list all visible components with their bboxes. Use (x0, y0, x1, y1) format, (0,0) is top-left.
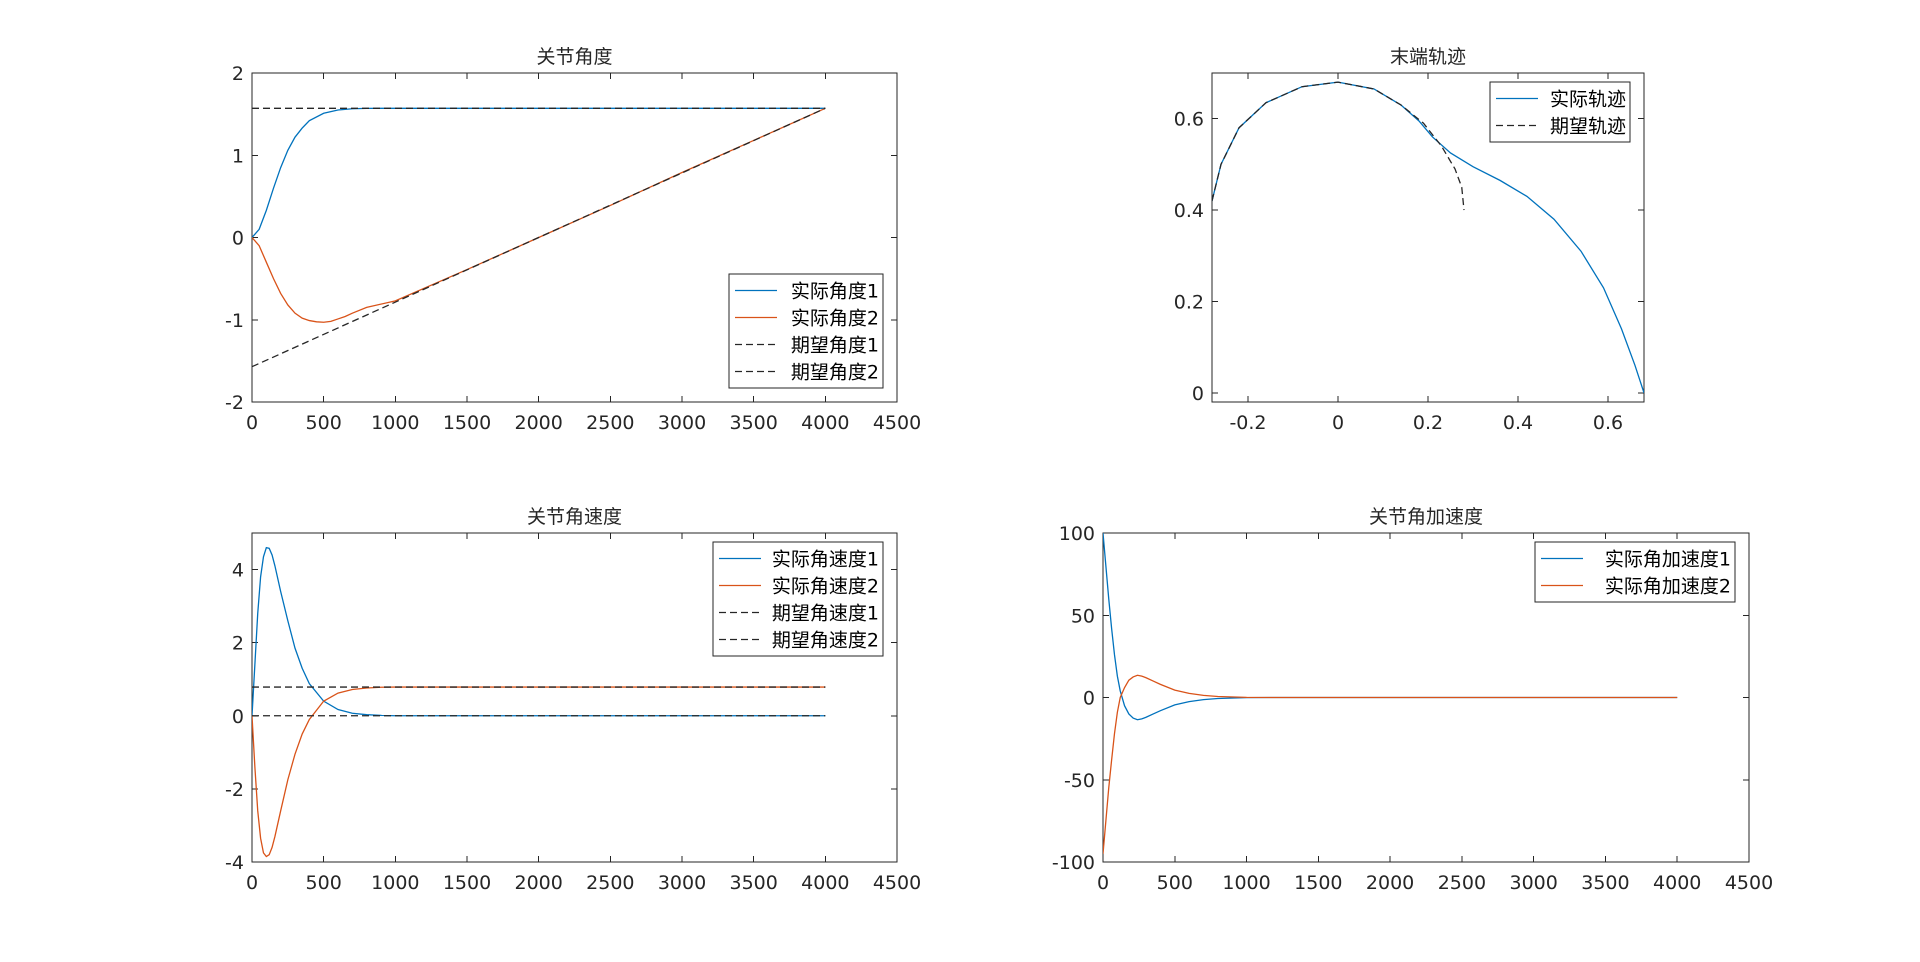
legend-label: 期望角度2 (791, 362, 879, 384)
x-tick-label: -0.2 (1229, 412, 1266, 434)
x-tick-label: 1000 (1222, 872, 1270, 894)
legend-box (728, 273, 884, 389)
series-line-2 (1212, 81, 1465, 211)
x-tick-label: 1000 (371, 872, 419, 894)
x-tick-label: 0.6 (1593, 412, 1623, 434)
x-tick-label: 4500 (873, 872, 921, 894)
y-tick-label: -2 (225, 392, 244, 414)
y-tick-label: 50 (1071, 605, 1095, 627)
y-tick-label: 0 (1192, 383, 1204, 405)
y-tick-label: 0 (1083, 688, 1095, 710)
chart-title: 关节角度 (536, 46, 612, 68)
series-line-2 (1103, 674, 1678, 854)
x-tick-label: 500 (306, 872, 342, 894)
y-tick-label: 1 (232, 145, 244, 167)
x-tick-label: 3000 (1509, 872, 1557, 894)
x-tick-label: 1500 (443, 412, 491, 434)
axes-box (251, 532, 898, 863)
series-line-2 (252, 107, 826, 323)
x-tick-label: 3000 (658, 872, 706, 894)
x-tick-label: 2500 (1438, 872, 1486, 894)
y-tick-label: 0.2 (1174, 291, 1204, 313)
legend-label: 实际角度2 (791, 308, 879, 330)
y-tick-label: 4 (232, 560, 244, 582)
legend-label: 期望角度1 (791, 335, 879, 357)
legend-label: 实际角速度1 (772, 549, 879, 571)
x-tick-label: 3000 (658, 412, 706, 434)
series-group (1212, 81, 1644, 394)
series-line-2 (252, 686, 826, 858)
y-tick-label: 0 (232, 706, 244, 728)
legend-label: 期望角速度2 (772, 630, 879, 652)
legend-label: 实际角加速度2 (1605, 576, 1731, 598)
legend-box (712, 541, 884, 657)
x-tick-label: 4500 (873, 412, 921, 434)
chart-title: 关节角速度 (527, 506, 622, 528)
y-tick-label: 2 (232, 633, 244, 655)
y-tick-label: 2 (232, 63, 244, 85)
y-tick-label: 0.6 (1174, 109, 1204, 131)
y-tick-label: 0 (232, 228, 244, 250)
x-tick-label: 2000 (1366, 872, 1414, 894)
legend: 实际角速度1 实际角速度2 期望角速度1 期望角速度2 (712, 541, 884, 657)
y-tick-label: -4 (225, 852, 244, 874)
x-tick-label: 2000 (514, 872, 562, 894)
x-tick-label: 4000 (801, 412, 849, 434)
x-tick-label: 0.4 (1503, 412, 1533, 434)
series-group (252, 107, 826, 368)
y-tick-label: 100 (1059, 523, 1095, 545)
x-tick-label: 2500 (586, 412, 634, 434)
legend-label: 实际角速度2 (772, 576, 879, 598)
x-tick-label: 1500 (1294, 872, 1342, 894)
chart-3: 关节角速度 0 500 1000 1500 2000 2500 3000 3500 4000 450… (225, 506, 921, 894)
x-tick-label: 0 (1097, 872, 1109, 894)
y-tick-label: -2 (225, 779, 244, 801)
series-group (252, 546, 826, 858)
chart-title: 关节角加速度 (1369, 506, 1483, 528)
x-tick-label: 0 (1332, 412, 1344, 434)
x-tick-label: 500 (306, 412, 342, 434)
series-line-1 (1103, 533, 1678, 721)
x-tick-label: 3500 (1581, 872, 1629, 894)
legend-label: 实际轨迹 (1550, 89, 1626, 111)
y-tick-label: -1 (225, 310, 244, 332)
x-tick-label: 3500 (729, 872, 777, 894)
chart-title: 末端轨迹 (1390, 46, 1466, 68)
x-tick-label: 4000 (1653, 872, 1701, 894)
legend-label: 期望轨迹 (1550, 116, 1626, 138)
x-tick-label: 1000 (371, 412, 419, 434)
x-tick-label: 3500 (729, 412, 777, 434)
x-tick-label: 0.2 (1413, 412, 1443, 434)
series-group (1103, 533, 1678, 854)
legend-box (1489, 81, 1631, 143)
x-tick-label: 4000 (801, 872, 849, 894)
series-line-4 (252, 107, 826, 368)
y-tick-label: -100 (1052, 852, 1095, 874)
legend: 实际角加速度1 实际角加速度2 (1534, 541, 1736, 603)
x-tick-label: 4500 (1725, 872, 1773, 894)
x-tick-label: 2000 (514, 412, 562, 434)
series-line-1 (252, 107, 826, 238)
y-tick-label: 0.4 (1174, 200, 1204, 222)
y-tick-label: -50 (1064, 770, 1095, 792)
x-tick-label: 1500 (443, 872, 491, 894)
legend: 实际角度1 实际角度2 期望角度1 期望角度2 (728, 273, 884, 389)
chart-1: 关节角度 0 500 1000 1500 2000 2500 3000 3500 4000 4500… (225, 46, 921, 434)
x-tick-label: 2500 (586, 872, 634, 894)
x-tick-label: 500 (1157, 872, 1193, 894)
legend-label: 期望角速度1 (772, 603, 879, 625)
legend-box (1534, 541, 1736, 603)
x-tick-label: 0 (246, 872, 258, 894)
legend-label: 实际角度1 (791, 281, 879, 303)
legend-label: 实际角加速度1 (1605, 549, 1731, 571)
x-tick-label: 0 (246, 412, 258, 434)
